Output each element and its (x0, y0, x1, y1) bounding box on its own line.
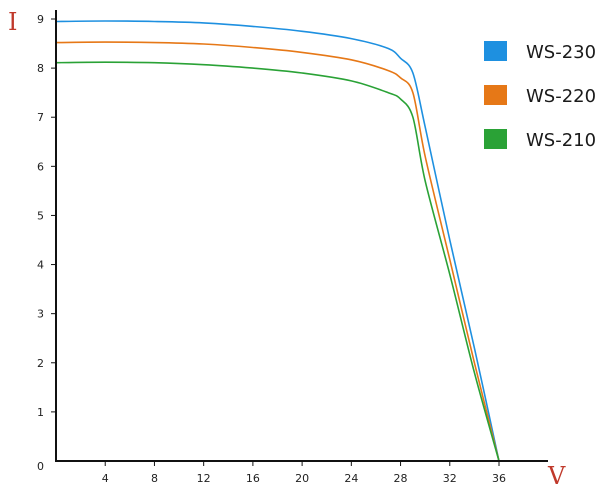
y-tick-label: 5 (37, 209, 44, 222)
y-tick-label: 4 (37, 259, 44, 272)
y-tick-label: 2 (37, 357, 44, 370)
x-tick-label: 8 (151, 472, 158, 485)
legend-swatch-ws-230 (484, 41, 507, 61)
axes-layer (55, 10, 548, 462)
y-tick-label: 9 (37, 13, 44, 26)
x-tick-label: 12 (197, 472, 211, 485)
y-tick-label: 0 (37, 460, 44, 473)
legend-label-ws-230: WS-230 (526, 42, 596, 63)
y-tick-label: 6 (37, 160, 44, 173)
x-tick-label: 24 (344, 472, 358, 485)
y-tick-label: 7 (37, 111, 44, 124)
legend: WS-230 WS-220 WS-210 (484, 41, 596, 151)
legend-label-ws-210: WS-210 (526, 130, 596, 151)
x-tick-label: 28 (394, 472, 408, 485)
series-line-ws-230 (55, 20, 500, 462)
y-tick-label: 1 (37, 406, 44, 419)
series-line-ws-220 (55, 41, 500, 462)
y-tick-label: 3 (37, 308, 44, 321)
curves-layer (55, 20, 500, 462)
x-tick-label: 20 (295, 472, 309, 485)
legend-label-ws-220: WS-220 (526, 86, 596, 107)
x-tick-label: 32 (443, 472, 457, 485)
y-axis-label: I (8, 8, 17, 36)
legend-swatch-ws-220 (484, 85, 507, 105)
x-tick-label: 4 (102, 472, 109, 485)
x-tick-label: 16 (246, 472, 260, 485)
legend-swatch-ws-210 (484, 129, 507, 149)
x-axis-label: V (547, 462, 566, 488)
y-tick-label: 8 (37, 62, 44, 75)
series-line-ws-210 (55, 61, 500, 462)
x-tick-label: 36 (492, 472, 506, 485)
